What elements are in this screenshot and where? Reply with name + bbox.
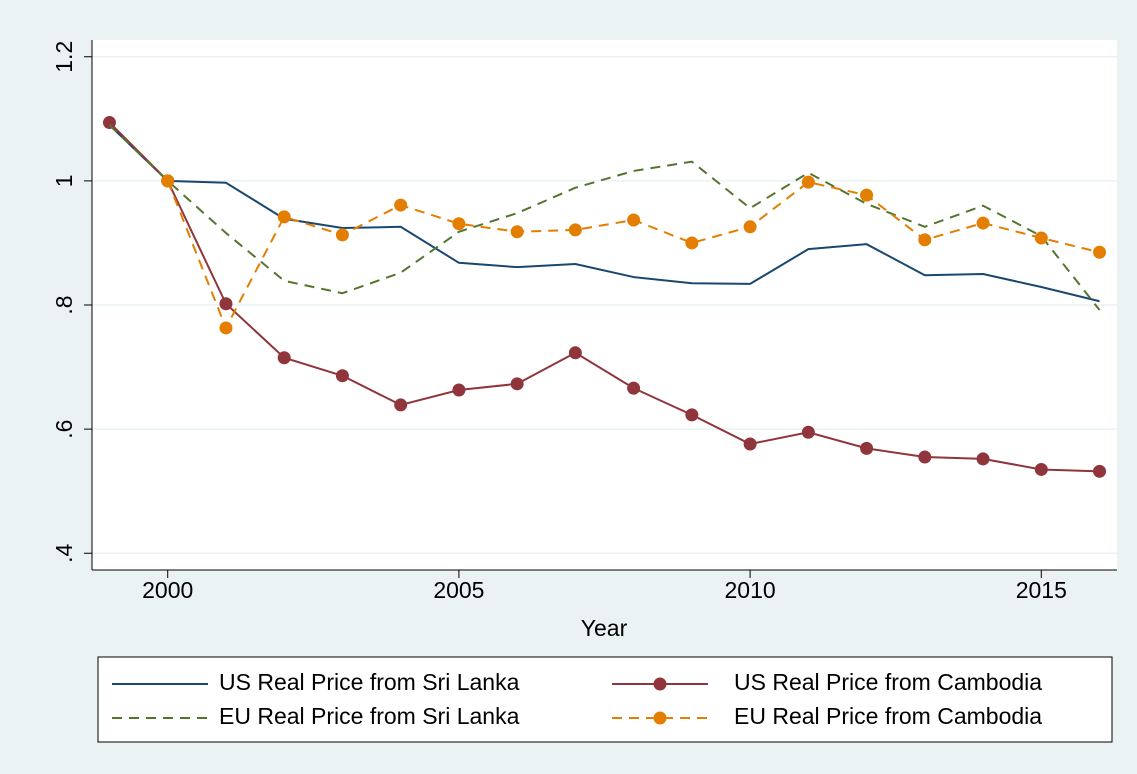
series-marker (568, 346, 582, 360)
series-marker (918, 233, 932, 247)
legend-marker (653, 677, 667, 691)
series-marker (452, 217, 466, 231)
series-marker (685, 236, 699, 250)
series-marker (219, 297, 233, 311)
series-marker (1034, 231, 1048, 245)
x-tick-label: 2005 (433, 577, 484, 603)
series-marker (510, 225, 524, 239)
y-tick-label: .8 (51, 295, 77, 314)
series-marker (1093, 245, 1107, 259)
series-marker (918, 450, 932, 464)
y-tick-label: 1 (51, 174, 77, 187)
series-line (108, 121, 1100, 473)
series-marker (627, 381, 641, 395)
legend-label: EU Real Price from Cambodia (734, 703, 1042, 729)
legend-label: US Real Price from Cambodia (734, 669, 1042, 695)
series-marker (452, 383, 466, 397)
x-axis-label: Year (581, 615, 628, 641)
series-marker (568, 223, 582, 237)
series-marker (277, 210, 291, 224)
legend-label: US Real Price from Sri Lanka (219, 669, 520, 695)
y-tick-label: 1.2 (51, 41, 77, 73)
series-marker (801, 175, 815, 189)
series-marker (1093, 464, 1107, 478)
series-marker (394, 398, 408, 412)
legend-marker (653, 711, 667, 725)
series-marker (627, 213, 641, 227)
series-line (108, 124, 1101, 311)
legend-box (97, 656, 1113, 743)
series-marker (860, 441, 874, 455)
series-marker (685, 408, 699, 422)
y-tick-label: .4 (51, 543, 77, 562)
series-marker (161, 174, 175, 188)
x-tick-label: 2000 (142, 577, 193, 603)
series-marker (976, 216, 990, 230)
x-tick-label: 2015 (1016, 577, 1067, 603)
x-tick-label: 2010 (725, 577, 776, 603)
series-marker (860, 188, 874, 202)
series-line (108, 124, 1100, 303)
series-marker (743, 220, 757, 234)
series-marker (219, 321, 233, 335)
series-marker (801, 425, 815, 439)
series-marker (335, 228, 349, 242)
series-marker (1034, 462, 1048, 476)
series-marker (102, 116, 116, 130)
y-tick-label: .6 (51, 420, 77, 439)
series-marker (335, 369, 349, 383)
series-marker (976, 452, 990, 466)
series-marker (277, 351, 291, 365)
series-marker (394, 198, 408, 212)
series-marker (510, 377, 524, 391)
legend-label: EU Real Price from Sri Lanka (219, 703, 520, 729)
series-marker (743, 437, 757, 451)
